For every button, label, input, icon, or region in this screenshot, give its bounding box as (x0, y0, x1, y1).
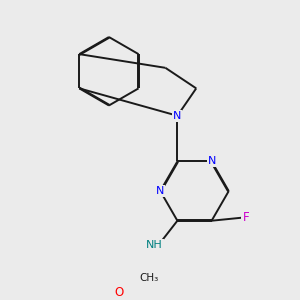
Text: N: N (207, 156, 216, 167)
Text: NH: NH (146, 240, 163, 250)
Text: N: N (173, 111, 182, 121)
Text: N: N (156, 186, 164, 196)
Text: O: O (114, 286, 124, 299)
Text: CH₃: CH₃ (140, 273, 159, 284)
Text: F: F (242, 211, 249, 224)
